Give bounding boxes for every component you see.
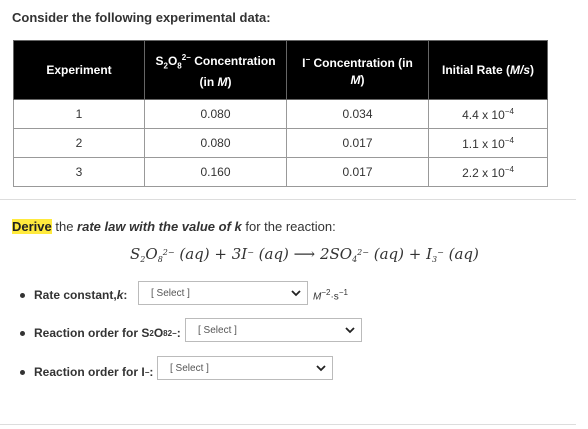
cell-s2o8: 0.080	[144, 99, 287, 129]
highlighted-word: Derive	[12, 219, 52, 234]
cell-rate: 2.2 x 10−4	[428, 157, 548, 187]
bullet-icon	[20, 369, 25, 375]
header-initial-rate: Initial Rate (M/s)	[428, 40, 548, 100]
cell-s2o8: 0.080	[144, 128, 287, 158]
question-order-s2o8: Reaction order for S 2 O 8 2−:	[20, 326, 181, 340]
intro-text: Consider the following experimental data…	[12, 10, 271, 25]
section-divider	[0, 199, 576, 200]
bullet-icon	[20, 292, 25, 298]
chevron-down-icon	[316, 365, 326, 372]
cell-rate: 1.1 x 10−4	[428, 128, 548, 158]
header-s2o8-concentration: S2O82− Concentration (in M)	[144, 40, 287, 100]
bullet-icon	[20, 330, 25, 336]
chevron-down-icon	[291, 290, 301, 297]
order-s2o8-select[interactable]: [ Select ]	[185, 318, 362, 342]
table-row: 2 0.080 0.017 1.1 x 10−4	[13, 128, 548, 158]
cell-s2o8: 0.160	[144, 157, 287, 187]
table-header-row: Experiment S2O82− Concentration (in M) I…	[13, 40, 548, 100]
order-iodide-select[interactable]: [ Select ]	[157, 356, 333, 380]
question-prompt: Derive the rate law with the value of k …	[12, 219, 336, 234]
cell-iodide: 0.017	[286, 128, 429, 158]
header-iodide-concentration: I− Concentration (in M)	[286, 40, 429, 100]
reaction-equation: S2O82− (aq) + 3I− (aq) ⟶ 2SO42− (aq) + I…	[130, 245, 479, 264]
question-rate-constant: Rate constant, k:	[20, 288, 127, 302]
cell-iodide: 0.017	[286, 157, 429, 187]
experiment-table: Experiment S2O82− Concentration (in M) I…	[13, 40, 548, 187]
rate-constant-units: M−2·s−1	[313, 288, 348, 303]
cell-experiment: 3	[13, 157, 145, 187]
cell-experiment: 1	[13, 99, 145, 129]
cell-experiment: 2	[13, 128, 145, 158]
header-experiment: Experiment	[13, 40, 145, 100]
question-order-iodide: Reaction order for I −:	[20, 365, 153, 379]
bottom-divider	[0, 424, 576, 425]
cell-iodide: 0.034	[286, 99, 429, 129]
table-row: 1 0.080 0.034 4.4 x 10−4	[13, 99, 548, 129]
rate-constant-select[interactable]: [ Select ]	[138, 281, 308, 305]
chevron-down-icon	[345, 327, 355, 334]
table-row: 3 0.160 0.017 2.2 x 10−4	[13, 157, 548, 187]
cell-rate: 4.4 x 10−4	[428, 99, 548, 129]
